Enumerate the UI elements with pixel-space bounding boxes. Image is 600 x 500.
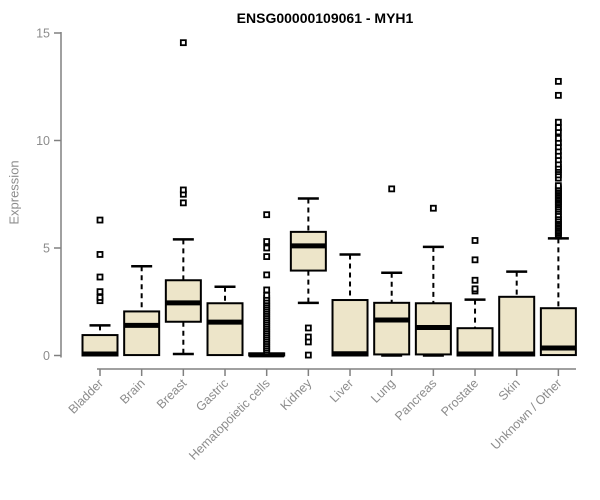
box-lung: [373, 301, 411, 356]
outlier-pancreas: [429, 204, 437, 212]
box-prostate: [456, 327, 494, 357]
box-gastric: [206, 302, 244, 357]
outlier-prostate: [471, 276, 479, 284]
outlier-lung: [388, 185, 396, 193]
outlier-hematopoietic-cells: [263, 271, 271, 279]
x-tick-label: Breast: [154, 376, 190, 412]
outlier-prostate: [471, 285, 479, 293]
x-tick-label: Skin: [496, 376, 523, 403]
box-kidney: [289, 230, 327, 272]
outlier-bladder: [96, 216, 104, 224]
outlier-hematopoietic-cells: [263, 211, 271, 219]
x-tick-label: Prostate: [438, 376, 481, 419]
y-tick-label: 0: [43, 349, 50, 363]
outlier-hematopoietic-cells: [263, 238, 271, 245]
outlier-hematopoietic-cells: [263, 253, 271, 261]
x-tick-label: Bladder: [66, 376, 106, 416]
y-tick-label: 5: [43, 242, 50, 256]
outlier-kidney: [304, 324, 312, 332]
outlier-kidney: [304, 351, 312, 359]
outlier-breast: [179, 199, 187, 207]
y-tick-label: 15: [36, 27, 50, 41]
outlier-unknown-other: [554, 182, 562, 190]
outlier-unknown-other: [554, 134, 562, 142]
outlier-prostate: [471, 237, 479, 244]
x-tick-label: Lung: [368, 376, 398, 406]
box-liver: [331, 299, 369, 357]
outlier-bladder: [96, 251, 104, 258]
x-tick-label: Gastric: [193, 376, 231, 414]
chart-title: ENSG00000109061 - MYH1: [236, 10, 414, 26]
outlier-bladder: [96, 273, 104, 281]
outlier-hematopoietic-cells: [263, 291, 271, 299]
x-tick-label: Pancreas: [392, 376, 439, 423]
x-tick-label: Hematopoietic cells: [186, 376, 273, 463]
outlier-unknown-other: [554, 91, 562, 99]
box-skin: [498, 295, 536, 357]
outlier-breast: [179, 186, 187, 194]
outlier-hematopoietic-cells: [263, 244, 271, 252]
outlier-unknown-other: [554, 118, 562, 126]
outlier-hematopoietic-cells: [263, 286, 271, 294]
outlier-prostate: [471, 256, 479, 264]
x-tick-label: Liver: [327, 376, 356, 405]
y-tick-label: 10: [36, 134, 50, 148]
outlier-bladder: [96, 288, 104, 296]
x-tick-label: Kidney: [278, 376, 315, 413]
x-tick-label: Brain: [117, 376, 148, 407]
outlier-breast: [179, 39, 187, 47]
box-brain: [123, 310, 161, 357]
outlier-unknown-other: [554, 77, 562, 85]
x-tick-label: Unknown / Other: [488, 376, 564, 452]
outlier-kidney: [304, 333, 312, 341]
outlier-bladder: [96, 294, 104, 301]
outlier-unknown-other: [554, 124, 562, 131]
